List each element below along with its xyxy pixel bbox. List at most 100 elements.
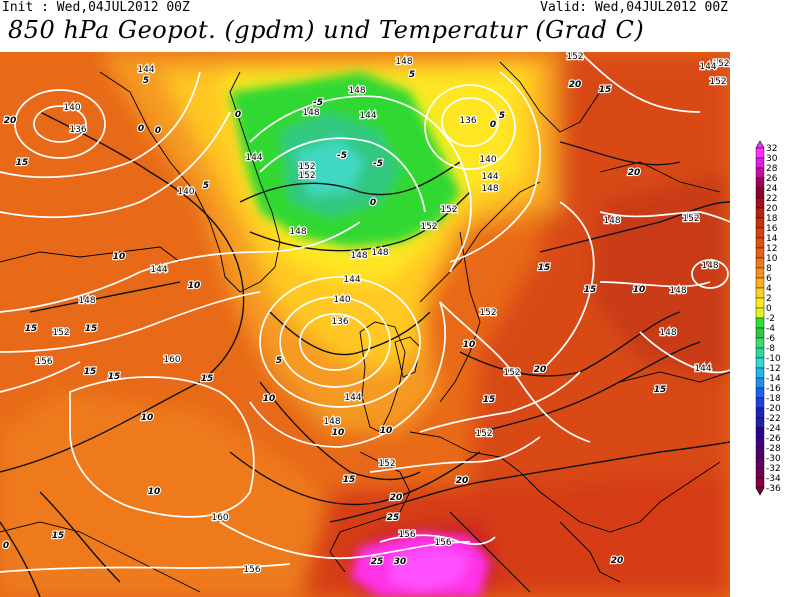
colorbar-swatch xyxy=(755,237,765,249)
isotherm-label-t35: 15 xyxy=(584,285,597,295)
colorbar-swatch xyxy=(755,337,765,349)
colorbar-swatch xyxy=(755,207,765,219)
isohypse-label-g41: 144 xyxy=(694,364,711,374)
isotherm-label-t46: 20 xyxy=(569,80,582,90)
isotherm-label-t12: 15 xyxy=(52,531,65,541)
colorbar-bottom-arrow xyxy=(755,487,765,496)
coastlines xyxy=(0,61,730,593)
isohypse-label-g9: 148 xyxy=(289,227,306,237)
colorbar-level-label: 20 xyxy=(766,204,778,214)
colorbar-swatch xyxy=(755,467,765,479)
isotherm-label-t36: 20 xyxy=(534,365,547,375)
temperature-colorbar: 32302826242220181614121086420-2-4-6-8-10… xyxy=(755,140,781,496)
colorbar-level-label: -20 xyxy=(766,404,781,414)
isotherm-label-t37: 15 xyxy=(483,395,496,405)
isohypse-label-g35: 148 xyxy=(603,216,620,226)
isohypse-label-g12: 152 xyxy=(52,328,69,338)
isohypse-label-g19: 148 xyxy=(323,417,340,427)
colorbar-swatch xyxy=(755,417,765,429)
colorbar-level-label: -18 xyxy=(766,394,781,404)
colorbar-level-label: -32 xyxy=(766,464,781,474)
isotherm-label-t8: 15 xyxy=(108,372,121,382)
colorbar-level-label: -30 xyxy=(766,454,781,464)
isotherm-label-t14: 5 xyxy=(203,181,209,191)
isohypse-label-g7: 152 xyxy=(298,162,315,172)
isotherm-label-t20: 5 xyxy=(143,76,149,86)
isohypse-label-g36: 152 xyxy=(682,214,699,224)
isohypse-label-g3: 136 xyxy=(69,125,86,135)
isohypse-label-g45: 148 xyxy=(395,57,412,67)
isohypse-label-g1: 144 xyxy=(137,65,154,75)
isohypse-label-g18: 144 xyxy=(344,393,361,403)
isohypse-label-g16: 140 xyxy=(333,295,350,305)
colorbar-level-label: -8 xyxy=(766,344,775,354)
isohypse-label-g6: 148 xyxy=(302,108,319,118)
isohypse-label-g11: 148 xyxy=(78,296,95,306)
isotherm-label-t26: 20 xyxy=(390,493,403,503)
isotherm-label-t1: 20 xyxy=(4,116,17,126)
isotherm-label-t4: 10 xyxy=(188,281,201,291)
colorbar-swatch xyxy=(755,447,765,459)
isohypse-label-g25: 152 xyxy=(475,429,492,439)
isotherm-label-t13: 0 xyxy=(3,541,9,551)
isohypse-label-g17: 136 xyxy=(331,317,348,327)
isohypse-label-g34: 144 xyxy=(481,172,498,182)
colorbar-level-label: -4 xyxy=(766,324,775,334)
isohypse-label-g37: 148 xyxy=(701,261,718,271)
isohypse-label-g14: 160 xyxy=(163,355,180,365)
colorbar-swatch xyxy=(755,267,765,279)
isotherm-label-t30: 25 xyxy=(371,557,384,567)
isotherm-label-t24: 10 xyxy=(380,426,393,436)
isotherm-label-t16: -5 xyxy=(313,98,323,108)
isohypse-label-g21: 160 xyxy=(211,513,228,523)
colorbar-level-label: -12 xyxy=(766,364,781,374)
colorbar-swatch xyxy=(755,427,765,439)
isotherm-label-t7: 15 xyxy=(84,367,97,377)
colorbar-level-label: 12 xyxy=(766,244,777,254)
colorbar-level-label: -16 xyxy=(766,384,781,394)
isohypse-label-g5: 144 xyxy=(245,153,262,163)
colorbar-swatch xyxy=(755,277,765,289)
colorbar-swatch xyxy=(755,167,765,179)
colorbar-level-label: -6 xyxy=(766,334,775,344)
isotherm-label-t25: 15 xyxy=(343,475,356,485)
isohypse-label-g39: 152 xyxy=(420,222,437,232)
isohypse-label-g38: 148 xyxy=(669,286,686,296)
isotherm-label-t5: 15 xyxy=(25,324,38,334)
isohypse-label-g22: 156 xyxy=(398,530,415,540)
colorbar-level-label: 14 xyxy=(766,234,778,244)
temperature-field xyxy=(0,52,730,597)
isohypse-label-g31: 152 xyxy=(440,205,457,215)
colorbar-swatch xyxy=(755,227,765,239)
isotherm-label-t29: 30 xyxy=(394,557,407,567)
colorbar-swatch xyxy=(755,307,765,319)
isotherm-label-t17: -5 xyxy=(337,151,347,161)
colorbar-level-label: -36 xyxy=(766,484,781,494)
isotherm-label-t31: 20 xyxy=(611,556,624,566)
isohypse-label-g27: 152 xyxy=(479,308,496,318)
colorbar-level-label: -14 xyxy=(766,374,781,384)
isohypse-label-g13: 156 xyxy=(35,357,52,367)
isohypse-label-g47: 148 xyxy=(371,248,388,258)
colorbar-swatch xyxy=(755,197,765,209)
isotherm-label-t15: 0 xyxy=(235,110,241,120)
isotherm-label-t33: 15 xyxy=(538,263,551,273)
isotherm-label-t19: 0 xyxy=(370,198,376,208)
isohypse-label-g23: 156 xyxy=(434,538,451,548)
isohypse-label-g46: 152 xyxy=(709,77,726,87)
colorbar-swatch xyxy=(755,287,765,299)
colorbar-level-label: -10 xyxy=(766,354,781,364)
valid-time: Valid: Wed,04JUL2012 00Z xyxy=(540,0,728,15)
isotherm-label-t40: 0 xyxy=(138,124,144,134)
colorbar-swatch xyxy=(755,187,765,199)
colorbar-swatch xyxy=(755,457,765,469)
isohypse-label-g2: 140 xyxy=(63,103,80,113)
isotherm-label-t28: 25 xyxy=(387,513,400,523)
isotherm-label-t11: 10 xyxy=(148,487,161,497)
colorbar-level-label: 24 xyxy=(766,184,778,194)
isotherm-label-t41: 0 xyxy=(155,126,161,136)
colorbar-level-label: 16 xyxy=(766,224,778,234)
colorbar-swatch xyxy=(755,317,765,329)
